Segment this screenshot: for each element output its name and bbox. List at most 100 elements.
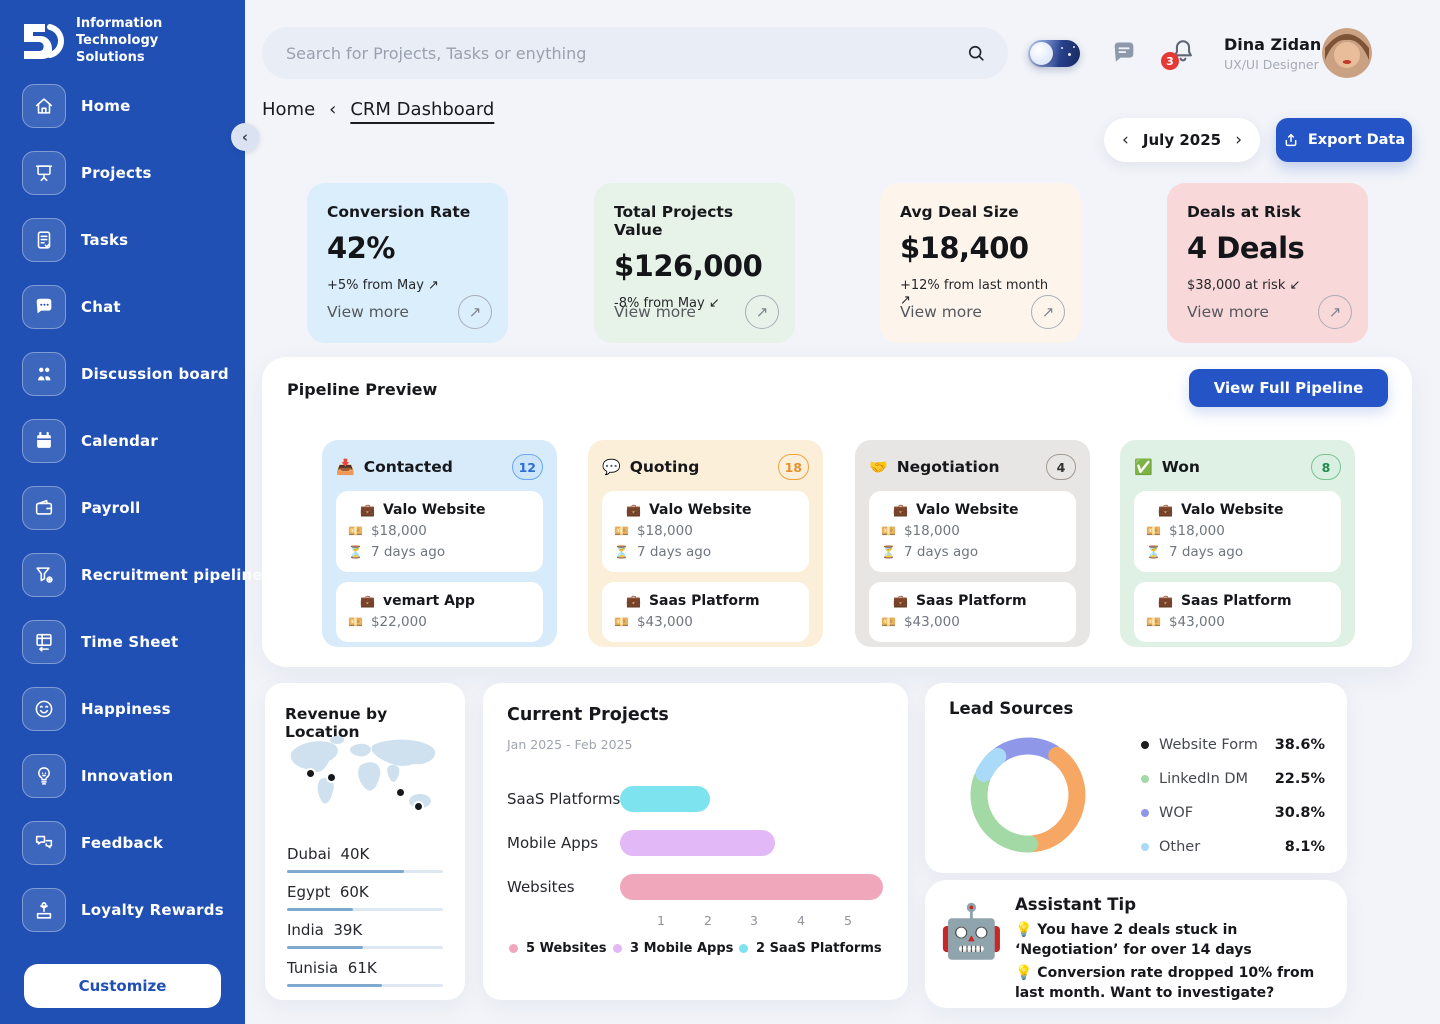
lead-sources-title: Lead Sources	[949, 699, 1074, 718]
assistant-tip-text: 💡 You have 2 deals stuck in ‘Negotiation…	[1015, 922, 1252, 959]
lead-source-row-linkedin-dm: LinkedIn DM 22.5%	[1141, 771, 1325, 787]
sidebar-item-label: Projects	[81, 164, 152, 182]
revenue-location-label: India 39K	[287, 921, 363, 939]
view-more-arrow-button[interactable]: ↗	[458, 295, 492, 329]
won-icon: ✅	[1134, 458, 1153, 476]
view-more-arrow-button[interactable]: ↗	[1031, 295, 1065, 329]
view-more-arrow-button[interactable]: ↗	[745, 295, 779, 329]
stat-card-footer: View more ↗	[900, 295, 1065, 329]
deal-card-saas-platform[interactable]: 💼 Saas Platform 💴 $43,000	[869, 582, 1076, 642]
lead-source-value: 30.8%	[1274, 805, 1325, 821]
briefcase-icon: 💼	[360, 503, 375, 517]
month-selector: ‹ July 2025 ›	[1104, 118, 1260, 162]
chart-legend-item: 2 SaaS Platforms	[739, 941, 882, 956]
deal-card-saas-platform[interactable]: 💼 Saas Platform 💴 $43,000	[602, 582, 809, 642]
briefcase-icon: 💼	[893, 503, 908, 517]
chat-icon	[22, 285, 66, 329]
deal-age: ⏳ 7 days ago	[348, 542, 531, 563]
sidebar-item-time-sheet[interactable]: Time Sheet	[22, 620, 245, 664]
revenue-row-tunisia: Tunisia 61K	[287, 959, 443, 987]
stat-card-value: $126,000	[614, 249, 763, 283]
donut-segment	[1026, 746, 1086, 852]
sidebar-item-projects[interactable]: Projects	[22, 151, 245, 195]
prev-month-button[interactable]: ‹	[1122, 130, 1129, 150]
search-bar	[262, 27, 1008, 79]
stat-card-value: 42%	[327, 231, 395, 265]
sidebar-item-chat[interactable]: Chat	[22, 285, 245, 329]
deal-age: ⏳ 7 days ago	[1146, 542, 1329, 563]
sidebar-item-label: Loyalty Rewards	[81, 901, 224, 919]
stat-card-avg-deal-size: Avg Deal Size $18,400 +12% from last mon…	[880, 183, 1081, 343]
breadcrumb-home[interactable]: Home	[262, 99, 316, 120]
pipeline-stage-name: Contacted	[363, 458, 453, 476]
money-icon: 💴	[614, 615, 629, 629]
sidebar-nav: Home Projects Tasks Chat Discussion boar…	[0, 84, 263, 955]
sidebar-item-feedback[interactable]: Feedback	[22, 821, 245, 865]
home-icon	[22, 84, 66, 128]
user-avatar[interactable]	[1322, 28, 1372, 78]
money-icon: 💴	[348, 524, 363, 538]
negotiation-icon: 🤝	[869, 458, 888, 476]
view-more-link[interactable]: View more	[614, 303, 696, 321]
sidebar-item-loyalty-rewards[interactable]: Loyalty Rewards	[22, 888, 245, 932]
sidebar-item-calendar[interactable]: Calendar	[22, 419, 245, 463]
sidebar-collapse-button[interactable]: ‹	[231, 123, 259, 151]
notifications-button[interactable]: 3	[1161, 36, 1196, 70]
lead-source-label: WOF	[1159, 805, 1194, 821]
company-logo-icon	[18, 19, 65, 63]
sidebar-item-tasks[interactable]: Tasks	[22, 218, 245, 262]
pipeline-column-contacted: 📥 Contacted 12 💼 Valo Website 💴 $18,000 ⏳ 7…	[322, 440, 557, 647]
deal-value: 💴 $43,000	[1146, 612, 1329, 633]
view-full-pipeline-button[interactable]: View Full Pipeline	[1189, 369, 1388, 407]
customize-button[interactable]: Customize	[24, 964, 221, 1008]
map-dot	[397, 789, 404, 796]
month-label: July 2025	[1142, 131, 1222, 149]
legend-dot	[1141, 741, 1149, 749]
export-data-button[interactable]: Export Data	[1276, 118, 1412, 162]
view-more-link[interactable]: View more	[1187, 303, 1269, 321]
sidebar-item-home[interactable]: Home	[22, 84, 245, 128]
deal-card-valo-website[interactable]: 💼 Valo Website 💴 $18,000 ⏳ 7 days ago	[602, 491, 809, 572]
sidebar-item-happiness[interactable]: Happiness	[22, 687, 245, 731]
deal-card-vemart-app[interactable]: 💼 vemart App 💴 $22,000	[336, 582, 543, 642]
money-icon: 💴	[348, 615, 363, 629]
brand: Information Technology Solutions	[0, 0, 245, 77]
messages-button[interactable]	[1110, 39, 1138, 67]
view-more-link[interactable]: View more	[900, 303, 982, 321]
stat-card-footer: View more ↗	[327, 295, 492, 329]
x-axis-tick: 5	[844, 913, 852, 928]
search-icon	[968, 45, 984, 61]
pipeline-column-won: ✅ Won 8 💼 Valo Website 💴 $18,000 ⏳ 7 days a…	[1120, 440, 1355, 647]
deal-value: 💴 $43,000	[614, 612, 797, 633]
x-axis-tick: 3	[750, 913, 758, 928]
map-dot	[328, 774, 335, 781]
breadcrumb-current[interactable]: CRM Dashboard	[350, 99, 495, 120]
revenue-by-location-card: Revenue by Location Dubai 40K	[265, 683, 465, 1000]
sidebar-item-discussion-board[interactable]: Discussion board	[22, 352, 245, 396]
money-icon: 💴	[1146, 524, 1161, 538]
deal-card-saas-platform[interactable]: 💼 Saas Platform 💴 $43,000	[1134, 582, 1341, 642]
quoting-icon: 💬	[602, 458, 621, 476]
deal-card-valo-website[interactable]: 💼 Valo Website 💴 $18,000 ⏳ 7 days ago	[1134, 491, 1341, 572]
sidebar-item-label: Time Sheet	[81, 633, 179, 651]
deal-card-valo-website[interactable]: 💼 Valo Website 💴 $18,000 ⏳ 7 days ago	[869, 491, 1076, 572]
sidebar-item-innovation[interactable]: Innovation	[22, 754, 245, 798]
dark-mode-toggle[interactable]	[1028, 40, 1080, 67]
lead-source-row-website-form: Website Form 38.6%	[1141, 737, 1325, 753]
legend-dot	[1141, 775, 1149, 783]
revenue-bar-fill	[287, 870, 404, 873]
deal-name: 💼 Saas Platform	[1158, 591, 1329, 612]
upload-icon	[1285, 133, 1297, 147]
sidebar-item-recruitment-pipeline[interactable]: Recruitment pipeline	[22, 553, 263, 597]
tasks-icon	[22, 218, 66, 262]
search-input[interactable]	[284, 42, 966, 64]
lead-source-value: 22.5%	[1274, 771, 1325, 787]
deal-card-valo-website[interactable]: 💼 Valo Website 💴 $18,000 ⏳ 7 days ago	[336, 491, 543, 572]
view-more-arrow-button[interactable]: ↗	[1318, 295, 1352, 329]
star-decor	[1068, 53, 1071, 56]
revenue-location-label: Dubai 40K	[287, 845, 370, 863]
next-month-button[interactable]: ›	[1235, 130, 1242, 150]
view-more-link[interactable]: View more	[327, 303, 409, 321]
sidebar-item-payroll[interactable]: Payroll	[22, 486, 245, 530]
